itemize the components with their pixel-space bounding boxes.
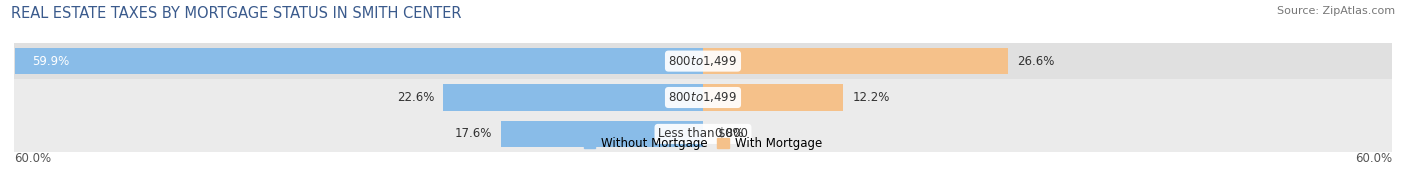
Bar	[14, 43, 1392, 79]
Bar	[15, 48, 703, 74]
Text: 12.2%: 12.2%	[852, 91, 890, 104]
Text: Source: ZipAtlas.com: Source: ZipAtlas.com	[1277, 6, 1395, 16]
Text: REAL ESTATE TAXES BY MORTGAGE STATUS IN SMITH CENTER: REAL ESTATE TAXES BY MORTGAGE STATUS IN …	[11, 6, 461, 21]
Text: 26.6%: 26.6%	[1018, 55, 1054, 68]
Bar	[14, 79, 1392, 116]
Text: 60.0%: 60.0%	[1355, 152, 1392, 165]
Text: $800 to $1,499: $800 to $1,499	[668, 54, 738, 68]
Text: 0.0%: 0.0%	[714, 127, 744, 140]
Text: Less than $800: Less than $800	[658, 127, 748, 140]
Legend: Without Mortgage, With Mortgage: Without Mortgage, With Mortgage	[579, 132, 827, 155]
Text: 17.6%: 17.6%	[454, 127, 492, 140]
Bar	[443, 84, 703, 111]
Text: 59.9%: 59.9%	[32, 55, 70, 68]
Bar	[501, 121, 703, 147]
Text: $800 to $1,499: $800 to $1,499	[668, 90, 738, 105]
Bar	[703, 84, 844, 111]
Bar	[703, 48, 1008, 74]
Text: 60.0%: 60.0%	[14, 152, 51, 165]
Bar	[14, 116, 1392, 152]
Text: 22.6%: 22.6%	[396, 91, 434, 104]
